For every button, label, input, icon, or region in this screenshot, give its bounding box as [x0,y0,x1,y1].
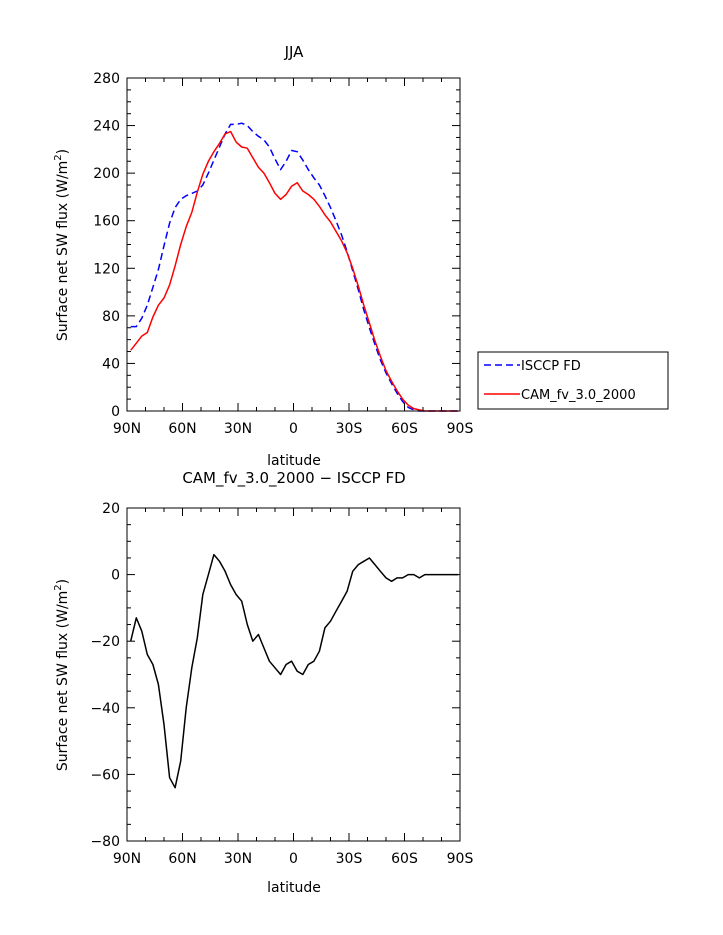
top-x-tick-label: 90N [113,421,141,437]
top-panel-y-axis-label: Surface net SW flux (W/m2) [53,149,71,341]
bottom-panel-series-layer [129,553,459,789]
bottom-y-tick-label: −40 [90,701,120,717]
bottom-x-tick-label: 30N [224,851,252,867]
bottom-x-tick-label: 90S [447,851,474,867]
bottom-panel: CAM_fv_3.0_2000 − ISCCP FD −80 −60 −40 −20 0… [53,469,473,896]
bottom-y-tick-label: −20 [90,634,120,650]
bottom-panel-title: CAM_fv_3.0_2000 − ISCCP FD [182,469,405,488]
top-x-tick-label: 30S [336,421,363,437]
top-panel-x-axis-label: latitude [267,453,321,469]
bottom-x-tick-label: 30S [336,851,363,867]
top-x-tick-label: 90S [447,421,474,437]
bottom-y-tick-label: 0 [111,568,120,584]
top-panel-x-ticks: 90N 60N 30N 0 30S 60S 90S [113,78,474,437]
top-y-tick-label: 40 [102,356,120,372]
bottom-series-line-0 [129,553,459,789]
bottom-x-tick-label: 90N [113,851,141,867]
legend-box [477,351,669,410]
top-y-tick-label: 80 [102,309,120,325]
top-panel: JJA 0 40 80 120 160 200 240 280 90N 60N 30N 0 30S 60… [53,43,669,469]
top-x-tick-label: 60N [168,421,196,437]
top-series-line-0 [130,122,459,412]
bottom-x-tick-label: 60N [168,851,196,867]
top-y-tick-label: 280 [93,71,120,87]
legend-label-isccp: ISCCP FD [521,359,581,374]
bottom-panel-frame [126,507,461,842]
bottom-y-tick-label: −80 [90,834,120,850]
legend: ISCCP FD CAM_fv_3.0_2000 [477,351,669,410]
top-panel-frame [126,77,461,412]
top-y-tick-label: 240 [93,119,120,135]
bottom-panel-y-ticks: −80 −60 −40 −20 0 20 [90,501,460,850]
top-y-tick-label: 160 [93,214,120,230]
top-y-tick-label: 120 [93,261,120,277]
top-panel-title: JJA [284,43,305,61]
top-x-tick-label: 60S [391,421,418,437]
bottom-panel-y-axis-label: Surface net SW flux (W/m2) [53,579,71,771]
legend-label-cam: CAM_fv_3.0_2000 [521,388,636,403]
bottom-y-tick-label: −60 [90,767,120,783]
top-x-tick-label: 0 [289,421,298,437]
bottom-panel-x-axis-label: latitude [267,880,321,896]
top-x-tick-label: 30N [224,421,252,437]
top-y-tick-label: 0 [111,404,120,420]
top-series-line-1 [130,130,459,412]
top-panel-y-ticks: 0 40 80 120 160 200 240 280 [93,71,460,420]
top-panel-series-layer [130,122,459,412]
bottom-x-tick-label: 0 [289,851,298,867]
top-y-tick-label: 200 [93,166,120,182]
bottom-x-tick-label: 60S [391,851,418,867]
bottom-y-tick-label: 20 [102,501,120,517]
bottom-panel-x-ticks: 90N 60N 30N 0 30S 60S 90S [113,508,474,867]
